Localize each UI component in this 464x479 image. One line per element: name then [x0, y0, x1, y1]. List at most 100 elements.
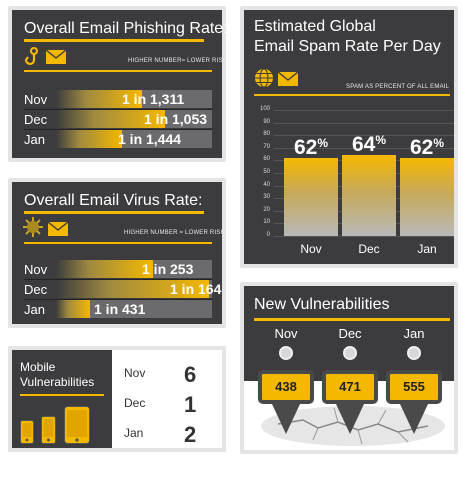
virus-title: Overall Email Virus Rate: [24, 192, 203, 209]
bar-value: 1 in 164 [170, 281, 222, 297]
mobile-header: Mobile Vulnerabilities [12, 350, 112, 448]
bar-row: Jan 1 in 1,444 [24, 130, 212, 148]
spam-bar [400, 157, 454, 236]
data-label-value: 62 [293, 135, 318, 159]
month-label: Jan [403, 326, 425, 341]
spam-bar [284, 157, 338, 236]
mobile-title-line1: Mobile [20, 360, 56, 374]
month-label: Dec [124, 396, 146, 410]
data-label-value: 64 [351, 133, 376, 157]
count-value: 1 [184, 392, 197, 417]
vuln-count: 438 [258, 370, 314, 404]
bar-row: Dec 1 in 164 [24, 280, 221, 298]
spam-panel: Estimated Global Email Spam Rate Per Day… [240, 6, 458, 268]
bar-track: 1 in 1,053 [56, 110, 212, 128]
bar-fill [56, 110, 166, 128]
month-label: Jan [124, 426, 144, 440]
pointer-tail [400, 404, 428, 434]
month-label: Dec [24, 282, 48, 297]
section-divider [24, 242, 212, 244]
spam-note: SPAM AS PERCENT OF ALL EMAIL [346, 84, 450, 90]
y-tick-label: 0 [266, 232, 270, 238]
y-tick-label: 90 [263, 118, 270, 125]
down-arrow-icon [407, 346, 421, 360]
phishing-title: Overall Email Phishing Rate: [24, 20, 228, 37]
bar-fill [56, 260, 153, 278]
y-tick-label: 80 [263, 131, 270, 138]
envelope-icon [277, 71, 299, 91]
bar-row: Jan 1 in 431 [24, 300, 212, 318]
y-tick-label: 20 [263, 206, 270, 213]
month-label: Nov [24, 262, 48, 277]
envelope-icon [45, 49, 67, 69]
data-label: 62% [281, 136, 341, 160]
grid-line [274, 122, 454, 124]
data-label-unit: % [375, 133, 387, 148]
bar-fill [56, 130, 122, 148]
spam-title-line2: Email Spam Rate Per Day [254, 38, 441, 55]
y-tick-label: 60 [263, 156, 270, 163]
tablet-icon [64, 406, 90, 449]
risk-note: HIGHER NUMBER = LOWER RISK [124, 230, 225, 236]
phone-icon [41, 416, 56, 449]
y-tick-label: 10 [263, 219, 270, 226]
phone-icon [20, 420, 34, 449]
grid-line [274, 110, 454, 111]
bar-fill [56, 280, 209, 298]
month-label: Jan [24, 302, 45, 317]
title-underline [20, 394, 104, 396]
row-divider [24, 299, 212, 300]
envelope-icon [47, 221, 69, 241]
title-underline [254, 318, 450, 321]
bar-fill [56, 300, 91, 318]
row-divider [24, 279, 212, 280]
x-tick-label: Jan [417, 242, 437, 256]
bar-row: Nov 1 in 253 [24, 260, 212, 278]
data-label-value: 62 [409, 135, 434, 159]
row-divider [24, 109, 212, 110]
bar-value: 1 in 1,444 [118, 131, 182, 147]
spam-bar [342, 155, 396, 236]
pointer-tail [336, 404, 364, 434]
month-label: Nov [24, 92, 48, 107]
month-label: Dec [338, 326, 362, 341]
month-label: Nov [274, 326, 298, 341]
virus-icon [22, 216, 44, 243]
y-tick-label: 40 [263, 181, 270, 188]
bar-value: 1 in 1,311 [122, 91, 185, 107]
data-label-unit: % [317, 135, 329, 150]
data-label: 64% [339, 133, 399, 157]
spam-title-line1: Estimated Global [254, 18, 376, 35]
section-divider [24, 70, 212, 72]
bar-fill [56, 90, 142, 108]
bar-value: 1 in 1,053 [144, 111, 208, 127]
bar-track: 1 in 253 [56, 260, 212, 278]
y-tick-label: 70 [263, 143, 270, 150]
bar-track: 1 in 1,311 [56, 90, 212, 108]
down-arrow-icon [279, 346, 293, 360]
month-label: Dec [24, 112, 48, 127]
y-tick-label: 100 [259, 106, 270, 112]
phishing-panel: Overall Email Phishing Rate: HIGHER NUMB… [8, 6, 228, 162]
hook-icon [24, 46, 40, 71]
bar-value: 1 in 431 [94, 301, 146, 317]
data-label: 62% [397, 136, 457, 160]
data-label-unit: % [433, 135, 445, 150]
row-divider [24, 129, 212, 130]
vulns-title: New Vulnerabilities [254, 296, 390, 313]
bar-row: Nov 1 in 1,311 [24, 90, 212, 108]
section-divider [254, 94, 450, 96]
bar-track: 1 in 164 [56, 280, 221, 298]
down-arrow-icon [343, 346, 357, 360]
mobile-panel: Mobile Vulnerabilities Nov 6 Dec 1 Jan 2 [8, 346, 226, 452]
bar-value: 1 in 253 [142, 261, 194, 277]
mobile-title-line2: Vulnerabilities [20, 375, 95, 389]
x-tick-label: Nov [300, 242, 322, 256]
title-underline [24, 211, 204, 214]
y-tick-label: 30 [263, 194, 270, 201]
vuln-count: 471 [322, 370, 378, 404]
virus-panel: Overall Email Virus Rate: HIGHER NUMBER … [8, 178, 226, 328]
title-underline [24, 39, 204, 42]
bar-track: 1 in 1,444 [56, 130, 212, 148]
y-tick-label: 50 [263, 169, 270, 175]
